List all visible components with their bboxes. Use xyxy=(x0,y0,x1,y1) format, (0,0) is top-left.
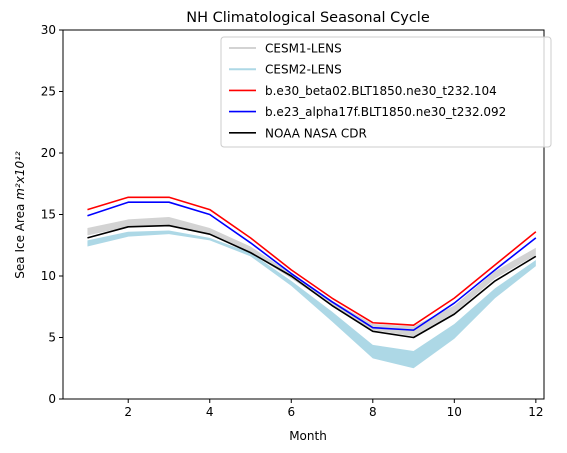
x-tick-label: 6 xyxy=(287,405,295,419)
y-axis-label: Sea Ice Area m²x10¹² xyxy=(13,151,27,279)
legend-label: CESM1-LENS xyxy=(265,42,342,56)
legend-label: NOAA NASA CDR xyxy=(265,126,367,140)
x-tick-label: 10 xyxy=(447,405,462,419)
legend-label: b.e30_beta02.BLT1850.ne30_t232.104 xyxy=(265,84,497,98)
y-tick-label: 30 xyxy=(41,23,56,37)
band-cesm2-lens xyxy=(87,230,536,369)
y-tick-label: 15 xyxy=(41,208,56,222)
chart-title: NH Climatological Seasonal Cycle xyxy=(186,10,430,26)
plot-data-layer xyxy=(87,196,537,369)
y-tick-label: 20 xyxy=(41,146,56,160)
x-tick-label: 4 xyxy=(206,405,214,419)
y-axis-label-unit: m²x10¹² xyxy=(13,151,27,200)
y-tick-label: 0 xyxy=(48,392,56,406)
line-beta02 xyxy=(87,196,537,327)
y-tick-label: 25 xyxy=(41,85,56,99)
line-noaa-nasa-cdr xyxy=(87,224,537,339)
y-tick-label: 5 xyxy=(48,331,56,345)
legend-label: CESM2-LENS xyxy=(265,63,342,77)
y-tick-label: 10 xyxy=(41,269,56,283)
x-tick-label: 8 xyxy=(369,405,377,419)
x-axis-label: Month xyxy=(289,429,327,443)
line-alpha17f xyxy=(87,201,537,331)
y-axis-label-main: Sea Ice Area xyxy=(13,200,27,279)
y-axis-ticks: 0 5 10 15 20 25 30 xyxy=(41,23,63,406)
legend-label: b.e23_alpha17f.BLT1850.ne30_t232.092 xyxy=(265,105,506,119)
legend-box xyxy=(220,36,552,148)
legend: CESM1-LENS CESM2-LENS b.e30_beta02.BLT1850… xyxy=(220,36,552,148)
x-axis-ticks: 2 4 6 8 10 12 xyxy=(124,399,543,419)
x-tick-label: 12 xyxy=(528,405,543,419)
x-tick-label: 2 xyxy=(124,405,132,419)
